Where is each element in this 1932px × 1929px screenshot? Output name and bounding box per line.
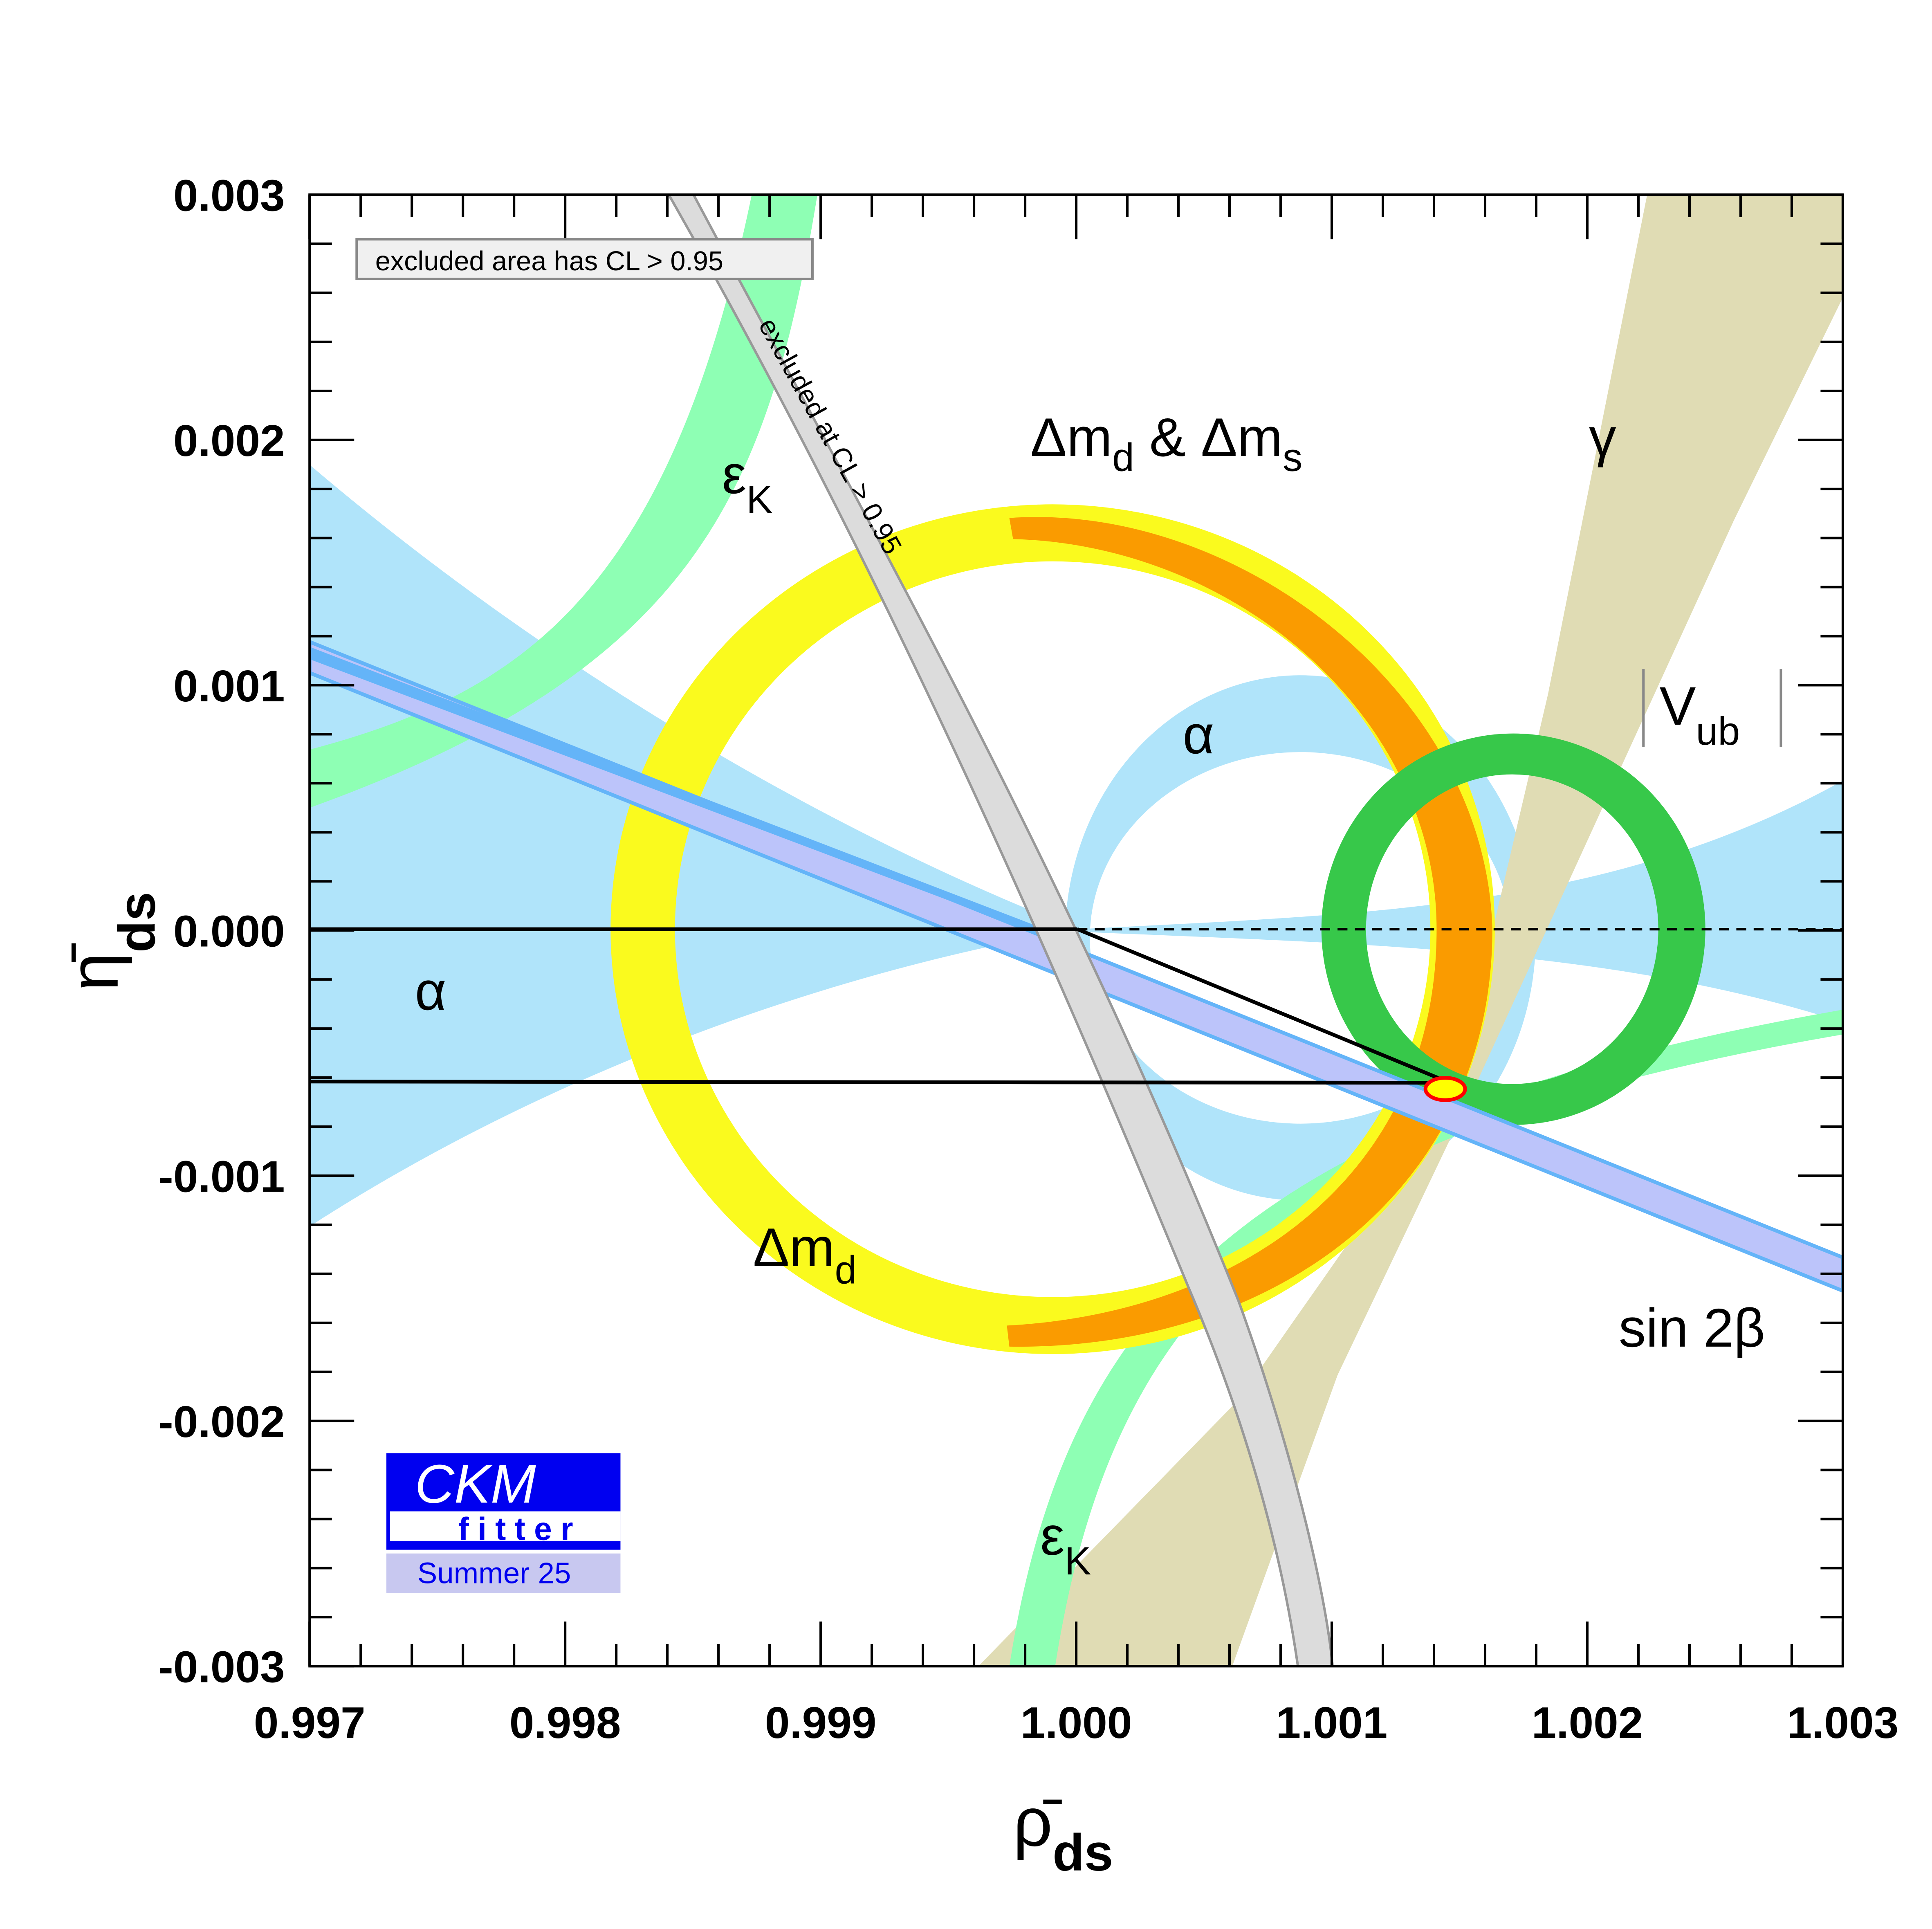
x-tick-label: 0.999 bbox=[765, 1698, 877, 1748]
x-tick-label: 0.997 bbox=[254, 1698, 366, 1748]
triangle-side bbox=[1077, 927, 1460, 1089]
vub-label: Vub bbox=[1660, 676, 1740, 753]
tick-labels: 0.997 0.998 0.999 1.000 1.001 1.002 1.003 0.003… bbox=[159, 171, 1899, 1748]
ckmfitter-logo: CKM fitter Summer 25 bbox=[386, 1453, 621, 1593]
apex-horizontal-line bbox=[310, 1080, 1459, 1085]
y-tick-label: 0.001 bbox=[173, 661, 285, 711]
dms-arc bbox=[1007, 517, 1492, 1347]
svg-text:fitter: fitter bbox=[458, 1511, 582, 1547]
x-tick-label: 1.000 bbox=[1021, 1698, 1132, 1748]
epsk-label-top: εK bbox=[722, 444, 773, 521]
excluded-label: excluded at CL > 0.95 bbox=[753, 313, 908, 559]
x-tick-label: 1.002 bbox=[1532, 1698, 1643, 1748]
best-fit-region bbox=[1423, 1076, 1467, 1102]
x-axis-label: ρ̄ds bbox=[1013, 1783, 1113, 1882]
sin2b-label: sin 2β bbox=[1619, 1298, 1765, 1359]
axis-ticks bbox=[308, 193, 1844, 1668]
dmd-label: Δmd bbox=[753, 1217, 857, 1292]
y-tick-label: 0.002 bbox=[173, 416, 285, 466]
y-tick-label: 0.000 bbox=[173, 907, 285, 957]
dmd-dms-label: Δmd & Δms bbox=[1030, 407, 1302, 479]
x-tick-label: 0.998 bbox=[509, 1698, 621, 1748]
svg-text:CKM: CKM bbox=[415, 1454, 536, 1515]
epsk-label-bottom: εK bbox=[1040, 1506, 1091, 1583]
y-axis-label: η̄ds bbox=[55, 892, 166, 991]
excluded-band bbox=[667, 195, 1334, 1666]
x-tick-label: 1.003 bbox=[1787, 1698, 1899, 1748]
svg-text:Summer 25: Summer 25 bbox=[417, 1556, 571, 1590]
legend-box bbox=[355, 238, 814, 281]
y-tick-label: -0.001 bbox=[159, 1152, 285, 1201]
y-tick-label: -0.002 bbox=[159, 1397, 285, 1447]
legend-text: excluded area has CL > 0.95 bbox=[375, 246, 723, 276]
alpha-region-left bbox=[310, 465, 1078, 1227]
x-tick-label: 1.001 bbox=[1276, 1698, 1388, 1748]
y-tick-label: -0.003 bbox=[159, 1642, 285, 1692]
gamma-label: γ bbox=[1589, 407, 1616, 468]
gamma-band bbox=[978, 195, 1843, 1666]
alpha-label-center: α bbox=[1183, 704, 1214, 765]
alpha-label-left: α bbox=[415, 961, 447, 1022]
y-tick-label: 0.003 bbox=[173, 171, 285, 220]
sin2b-core bbox=[310, 647, 1078, 949]
